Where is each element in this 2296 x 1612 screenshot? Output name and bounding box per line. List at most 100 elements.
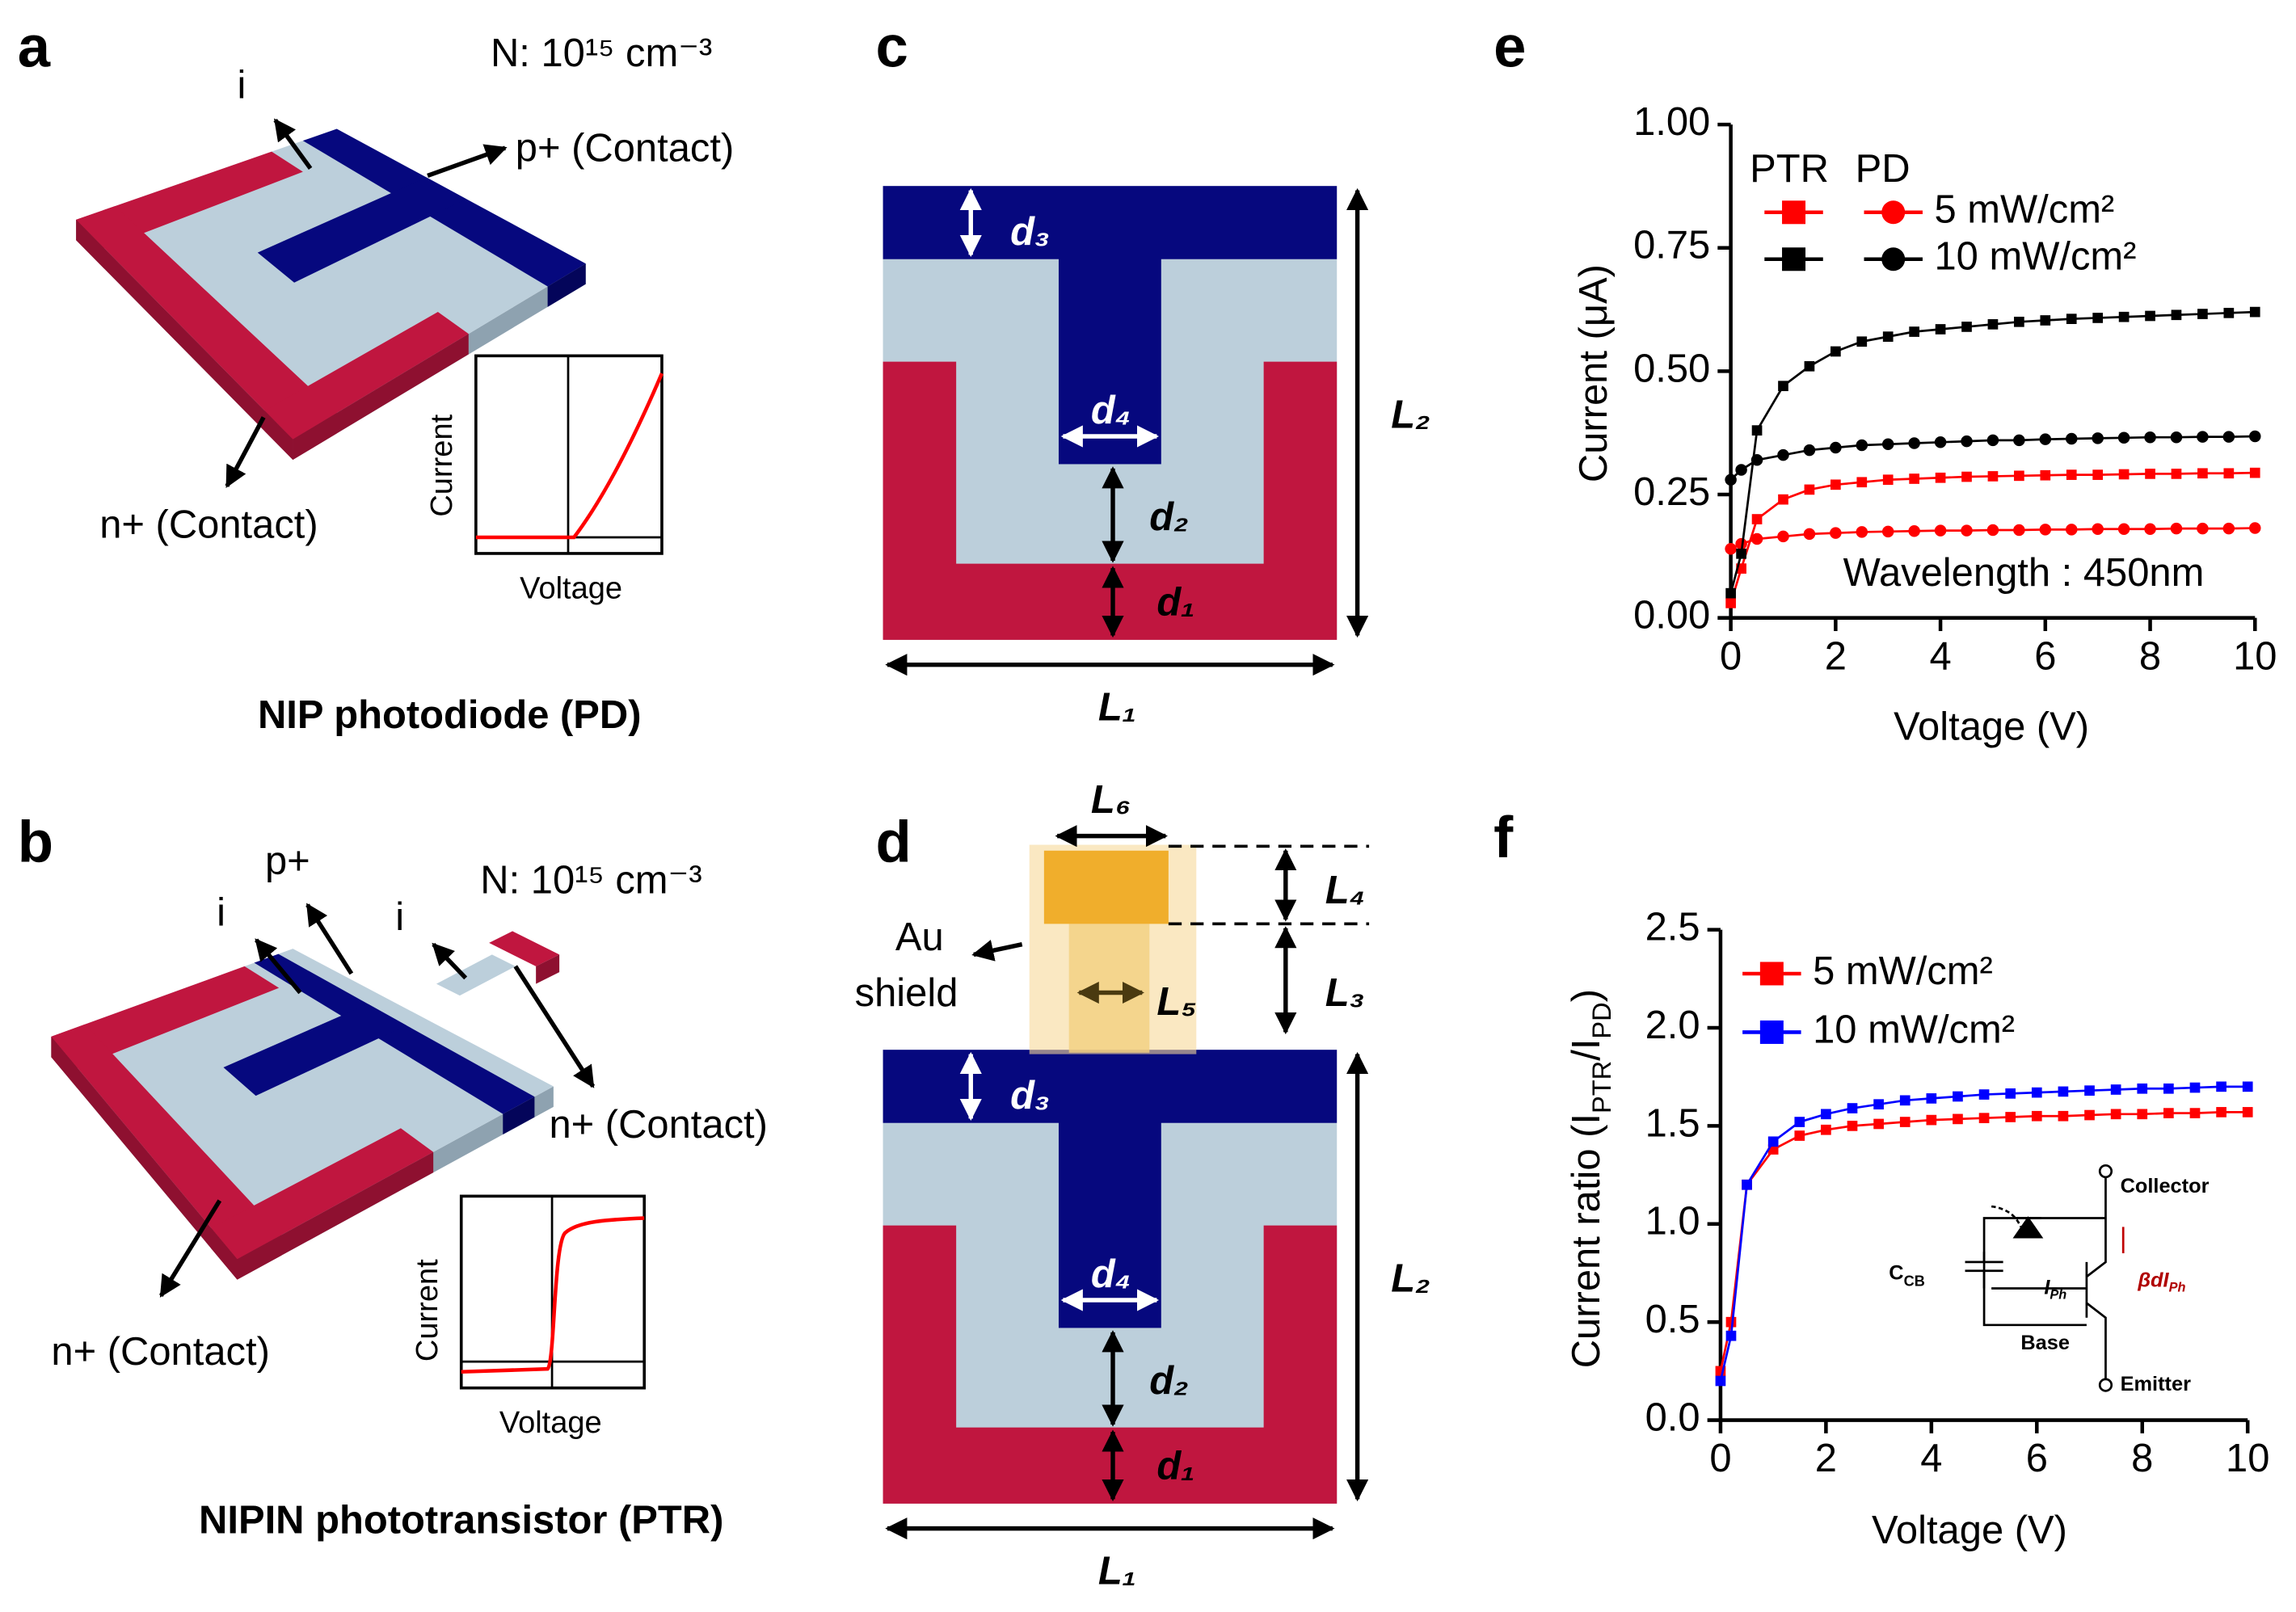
- x-tick-label: 6: [2034, 634, 2056, 678]
- slab-side: [503, 1096, 535, 1135]
- series-line: [1730, 527, 2256, 550]
- p-region: [883, 186, 1338, 259]
- marker: [2216, 1107, 2226, 1117]
- series-line: [1729, 435, 2256, 481]
- device-3d-views: [51, 128, 586, 1280]
- n-region: [489, 931, 560, 966]
- marker: [2242, 1107, 2253, 1117]
- x-tick-label: 8: [2131, 1437, 2153, 1480]
- marker: [1750, 454, 1763, 466]
- shield-stem: [1068, 924, 1150, 1053]
- legend-label: 5 mW/cm²: [1813, 949, 1993, 993]
- marker: [1778, 494, 1788, 505]
- marker: [1881, 525, 1894, 538]
- marker: [1715, 1375, 1726, 1387]
- x-tick-label: 10: [2226, 1437, 2269, 1480]
- light-arrow: [1991, 1205, 2022, 1227]
- marker: [1909, 326, 1919, 337]
- marker: [1777, 448, 1789, 461]
- marker: [1873, 1099, 1884, 1110]
- marker: [2084, 1109, 2095, 1121]
- marker: [2249, 522, 2261, 534]
- marker: [2189, 1082, 2201, 1093]
- legend-marker: [1881, 200, 1906, 225]
- n-region: [883, 1225, 1338, 1504]
- marker: [1961, 471, 1972, 482]
- dimension-label: d₄: [1091, 389, 1131, 432]
- dimension-label: L₃: [1325, 971, 1365, 1015]
- slab-side: [547, 263, 586, 307]
- marker: [1961, 524, 1973, 537]
- marker: [1830, 479, 1841, 490]
- inset-axis-label: Current: [425, 414, 459, 516]
- legend-header: PTR: [1750, 147, 1829, 191]
- p-region: [254, 953, 535, 1114]
- marker: [1987, 319, 1999, 330]
- y-tick-label: 2.5: [1645, 906, 1700, 949]
- marker: [1830, 346, 1841, 357]
- marker: [1873, 1118, 1884, 1130]
- marker: [1847, 1121, 1858, 1131]
- marker: [2013, 434, 2025, 447]
- doping-label: N: 10¹⁵ cm⁻³: [480, 859, 701, 903]
- marker: [2092, 523, 2104, 536]
- n-region: [211, 1128, 434, 1260]
- x-tick-label: 0: [1720, 634, 1742, 678]
- legend-marker: [1782, 247, 1806, 271]
- wire: [1982, 1176, 2107, 1379]
- p-region: [883, 1050, 1338, 1123]
- terminal: [2098, 1378, 2113, 1392]
- marker: [1735, 537, 1747, 550]
- label-part: βdI: [2137, 1269, 2169, 1291]
- marker: [1856, 477, 1868, 488]
- i-region: [436, 954, 516, 996]
- marker: [2117, 431, 2130, 444]
- marker: [2222, 522, 2235, 535]
- marker: [2084, 1085, 2095, 1096]
- dimension-label: L₄: [1325, 869, 1365, 912]
- dimension-label: d₃: [1010, 210, 1050, 254]
- x-tick-label: 4: [1929, 634, 1951, 678]
- label-part: CB: [1904, 1273, 1925, 1289]
- marker: [2171, 469, 2182, 479]
- marker: [1725, 598, 1736, 608]
- circuit-label: IPh: [2044, 1276, 2066, 1303]
- marker: [1899, 1117, 1911, 1127]
- marker: [1725, 587, 1736, 599]
- pointer-arrow: [432, 942, 468, 980]
- marker: [2117, 523, 2130, 536]
- y-tick-label: 0.5: [1645, 1298, 1700, 1341]
- marker: [2163, 1108, 2174, 1118]
- inset-axis-label: Voltage: [520, 571, 622, 605]
- marker: [2031, 1110, 2042, 1122]
- series-line: [1729, 471, 2256, 604]
- marker: [2242, 1081, 2253, 1092]
- marker: [2223, 468, 2235, 479]
- slab-side: [76, 219, 293, 460]
- marker: [2137, 1083, 2148, 1094]
- marker: [1751, 425, 1763, 436]
- pointer-arrow: [971, 940, 1023, 962]
- y-tick-label: 0.0: [1645, 1395, 1700, 1439]
- marker: [2197, 431, 2209, 443]
- marker: [1935, 472, 1946, 483]
- marker: [2170, 431, 2183, 444]
- marker: [2197, 522, 2209, 535]
- pointer-arrow: [273, 118, 313, 170]
- x-axis-label: Voltage (V): [1872, 1509, 2067, 1552]
- marker: [1725, 1330, 1737, 1341]
- marker: [1908, 524, 1920, 537]
- label-part: PTR: [1586, 1061, 1616, 1113]
- dimension-label: d₁: [1156, 1444, 1194, 1488]
- region-label: p+ (Contact): [516, 127, 734, 170]
- marker: [1735, 464, 1747, 476]
- p-region: [257, 177, 466, 283]
- x-tick-label: 2: [1815, 1437, 1837, 1480]
- marker: [1882, 474, 1894, 486]
- marker: [2058, 1110, 2069, 1122]
- marker: [1953, 1091, 1963, 1102]
- dimension-label: d₂: [1149, 495, 1189, 539]
- y-tick-label: 1.00: [1633, 100, 1710, 144]
- label-part: Current ratio (I: [1565, 1113, 1608, 1368]
- diode: [2012, 1216, 2044, 1239]
